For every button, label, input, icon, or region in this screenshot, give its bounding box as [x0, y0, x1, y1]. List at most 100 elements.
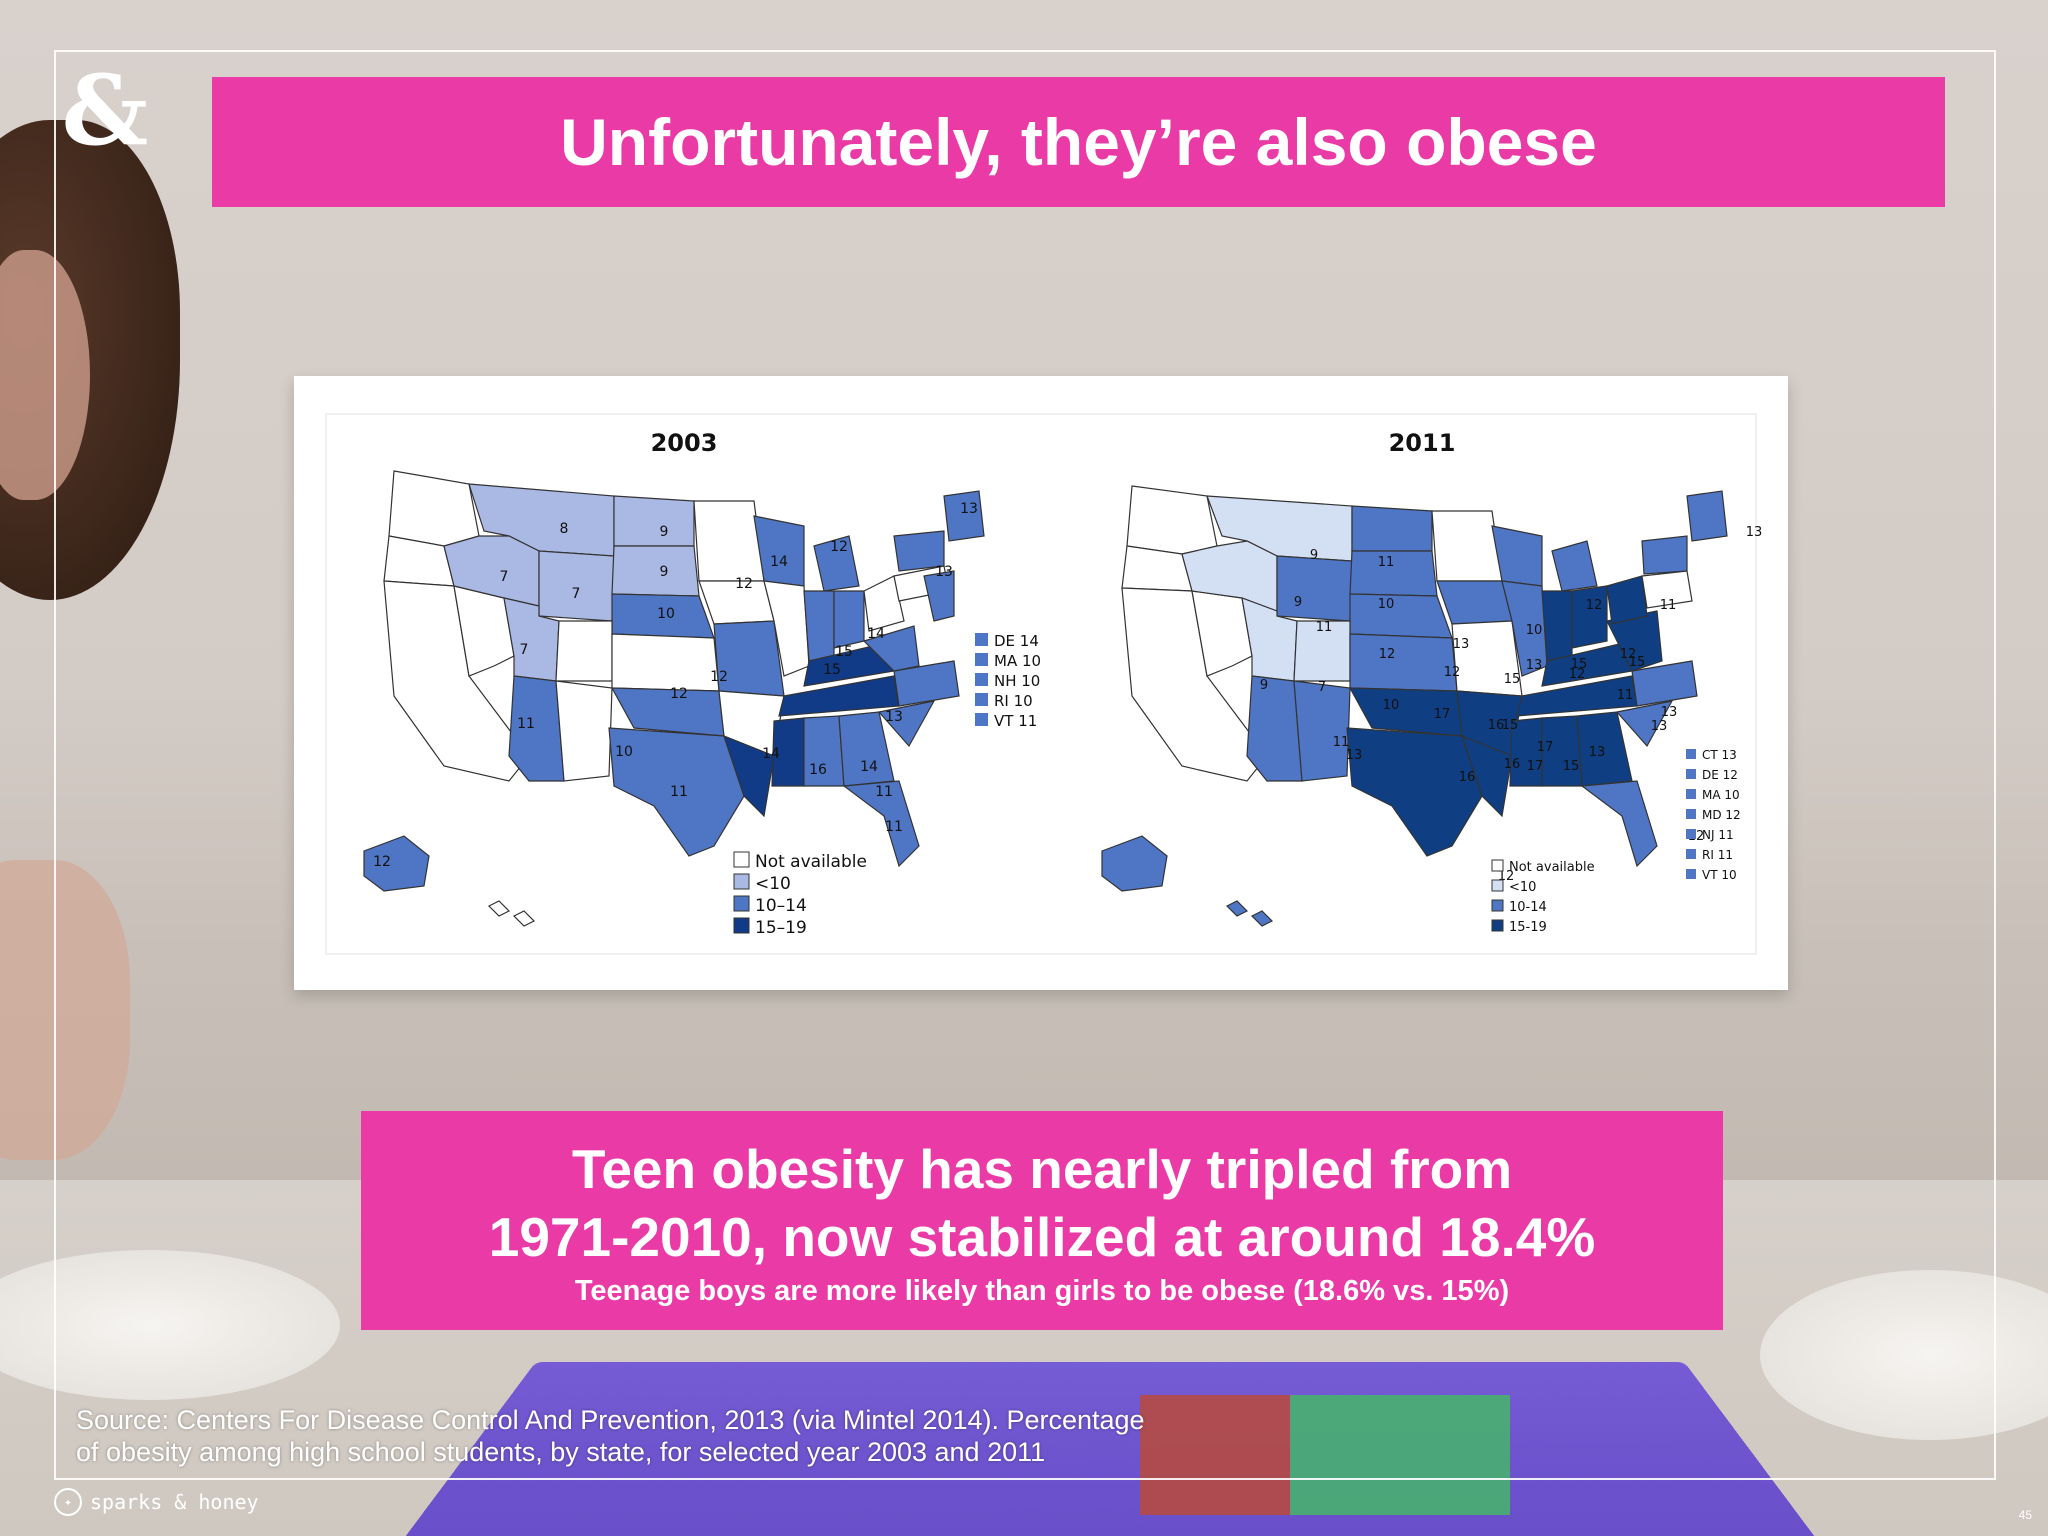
state-shape: [555, 620, 613, 682]
state-value-label: 17: [1434, 707, 1451, 722]
state-labels-2003: 8 9 9 7 7 7 10 10 11 12 12 12 14 12 15 14 15 13 13 13 11 14 16…: [373, 501, 978, 870]
table-swatch: [975, 673, 988, 686]
info-headline-1: Teen obesity has nearly tripled from: [571, 1138, 1513, 1200]
state-value-label: 9: [1294, 595, 1302, 610]
state-value-label: 14: [867, 626, 885, 642]
state-value-label: 12: [1379, 647, 1396, 662]
table-row: RI 11: [1702, 848, 1733, 862]
state-shape: [1686, 490, 1728, 542]
state-shape: [613, 495, 695, 547]
state-value-label: 11: [517, 716, 535, 732]
state-value-label: 15: [1504, 672, 1521, 687]
state-value-label: 15: [1563, 759, 1580, 774]
state-shape: [1126, 485, 1218, 555]
state-value-label: 11: [885, 819, 903, 835]
state-shape: [1349, 593, 1453, 639]
us-map-2011: [1101, 485, 1728, 927]
state-shape: [1580, 780, 1658, 868]
state-shape: [1351, 505, 1433, 552]
state-value-label: 12: [735, 576, 753, 592]
table-row: DE 14: [994, 632, 1039, 650]
table-swatch: [975, 633, 988, 646]
state-shape: [1641, 570, 1693, 609]
table-swatch: [1686, 849, 1696, 859]
legend-label: Not available: [755, 852, 867, 872]
state-shape: [1641, 535, 1688, 575]
brand-name: sparks & honey: [90, 1490, 259, 1514]
state-value-label: 14: [762, 746, 780, 762]
source-line-1: Source: Centers For Disease Control And …: [76, 1405, 1145, 1435]
table-row: RI 10: [994, 692, 1033, 710]
state-shape: [893, 530, 945, 572]
state-value-label: 11: [875, 784, 893, 800]
state-shape: [487, 900, 511, 917]
state-shape: [1349, 633, 1458, 692]
legend-swatch: [733, 917, 750, 934]
legend-swatch: [733, 873, 750, 890]
state-shape: [1461, 734, 1513, 818]
state-value-label: 9: [660, 524, 669, 540]
state-value-label: 12: [830, 539, 848, 555]
plate: [0, 1250, 340, 1400]
state-value-label: 10: [1383, 698, 1400, 713]
table-swatch: [1686, 789, 1696, 799]
state-value-label: 7: [1318, 680, 1326, 695]
map-title-2011: 2011: [1389, 429, 1456, 457]
map-title-2003: 2003: [651, 429, 718, 457]
state-shape: [1571, 585, 1608, 649]
side-table-2003: DE 14 MA 10 NH 10 RI 10 VT 11: [975, 632, 1041, 730]
state-shape: [723, 734, 775, 818]
state-value-label: 11: [1333, 735, 1350, 750]
state-value-label: 15: [823, 662, 841, 678]
state-value-label: 17: [1537, 740, 1554, 755]
state-shape: [1431, 510, 1503, 582]
state-value-label: 16: [1504, 757, 1521, 772]
twitter-icon[interactable]: ✦: [54, 1488, 82, 1516]
info-headline-2: 1971-2010, now stabilized at around 18.4…: [488, 1206, 1596, 1268]
state-shape: [1250, 910, 1274, 927]
state-value-label: 10: [615, 744, 633, 760]
legend-label: Not available: [1509, 860, 1595, 875]
person-face: [0, 250, 90, 500]
state-shape: [1293, 680, 1351, 782]
state-value-label: 13: [960, 501, 978, 517]
side-table-2011: CT 13 DE 12 MA 10 MD 12 NJ 11 RI 11 VT 10: [1686, 748, 1741, 882]
legend-swatch: [733, 895, 750, 912]
us-map-2003: [363, 470, 985, 927]
state-value-label: 7: [520, 642, 529, 658]
source-line-2: of obesity among high school students, b…: [76, 1437, 1046, 1467]
state-shape: [1501, 580, 1548, 677]
state-value-label: 17: [1527, 759, 1544, 774]
state-shape: [611, 633, 720, 692]
state-value-label: 15: [1502, 718, 1519, 733]
state-value-label: 12: [373, 854, 391, 870]
state-shape: [512, 910, 536, 927]
state-value-label: 11: [1617, 688, 1634, 703]
ampersand-logo: &: [61, 54, 149, 167]
state-value-label: 12: [710, 669, 728, 685]
state-value-label: 15: [1629, 655, 1646, 670]
legend-label: 10–14: [755, 896, 807, 916]
state-value-label: 13: [1453, 637, 1470, 652]
state-value-label: 13: [935, 564, 953, 580]
legend-swatch: [1491, 899, 1504, 912]
state-value-label: 13: [1589, 745, 1606, 760]
state-value-label: 11: [1660, 598, 1677, 613]
state-value-label: 15: [835, 644, 853, 660]
state-shape: [555, 680, 613, 782]
state-shape: [1541, 590, 1573, 662]
state-value-label: 12: [1569, 667, 1586, 682]
table-swatch: [1686, 749, 1696, 759]
state-shape: [863, 575, 905, 632]
info-subtext: Teenage boys are more likely than girls …: [574, 1275, 1510, 1307]
legend-2011: Not available <10 10-14 15-19: [1491, 859, 1595, 935]
state-shape: [1225, 900, 1249, 917]
state-value-label: 14: [860, 759, 878, 775]
table-swatch: [975, 713, 988, 726]
state-shape: [1615, 700, 1674, 748]
state-shape: [833, 590, 865, 649]
state-value-label: 14: [770, 554, 788, 570]
person-arm: [0, 860, 130, 1160]
